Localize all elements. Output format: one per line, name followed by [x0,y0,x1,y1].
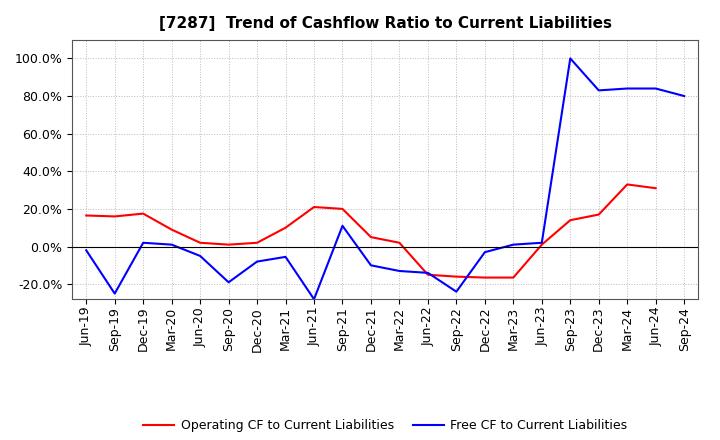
Free CF to Current Liabilities [253,259,261,264]
Free CF to Current Liabilities [623,86,631,91]
Free CF to Current Liabilities [167,242,176,247]
Free CF to Current Liabilities [110,291,119,296]
Free CF to Current Liabilities [423,270,432,275]
Free CF to Current Liabilities [480,249,489,255]
Operating CF to Current Liabilities [310,205,318,210]
Operating CF to Current Liabilities [566,217,575,223]
Operating CF to Current Liabilities [110,214,119,219]
Operating CF to Current Liabilities [139,211,148,216]
Title: [7287]  Trend of Cashflow Ratio to Current Liabilities: [7287] Trend of Cashflow Ratio to Curren… [158,16,612,32]
Operating CF to Current Liabilities [253,240,261,246]
Line: Free CF to Current Liabilities: Free CF to Current Liabilities [86,59,684,299]
Operating CF to Current Liabilities [82,213,91,218]
Free CF to Current Liabilities [139,240,148,246]
Free CF to Current Liabilities [452,289,461,294]
Operating CF to Current Liabilities [338,206,347,212]
Free CF to Current Liabilities [537,240,546,246]
Operating CF to Current Liabilities [623,182,631,187]
Operating CF to Current Liabilities [225,242,233,247]
Free CF to Current Liabilities [680,93,688,99]
Free CF to Current Liabilities [225,280,233,285]
Operating CF to Current Liabilities [509,275,518,280]
Operating CF to Current Liabilities [167,227,176,232]
Free CF to Current Liabilities [652,86,660,91]
Free CF to Current Liabilities [395,268,404,274]
Operating CF to Current Liabilities [366,235,375,240]
Free CF to Current Liabilities [82,248,91,253]
Free CF to Current Liabilities [282,254,290,260]
Operating CF to Current Liabilities [196,240,204,246]
Operating CF to Current Liabilities [537,242,546,247]
Free CF to Current Liabilities [509,242,518,247]
Operating CF to Current Liabilities [595,212,603,217]
Free CF to Current Liabilities [566,56,575,61]
Operating CF to Current Liabilities [423,272,432,277]
Operating CF to Current Liabilities [480,275,489,280]
Free CF to Current Liabilities [595,88,603,93]
Operating CF to Current Liabilities [282,225,290,231]
Free CF to Current Liabilities [366,263,375,268]
Operating CF to Current Liabilities [452,274,461,279]
Operating CF to Current Liabilities [395,240,404,246]
Line: Operating CF to Current Liabilities: Operating CF to Current Liabilities [86,184,656,278]
Operating CF to Current Liabilities [652,186,660,191]
Legend: Operating CF to Current Liabilities, Free CF to Current Liabilities: Operating CF to Current Liabilities, Fre… [138,414,632,437]
Free CF to Current Liabilities [338,223,347,228]
Free CF to Current Liabilities [196,253,204,259]
Free CF to Current Liabilities [310,297,318,302]
